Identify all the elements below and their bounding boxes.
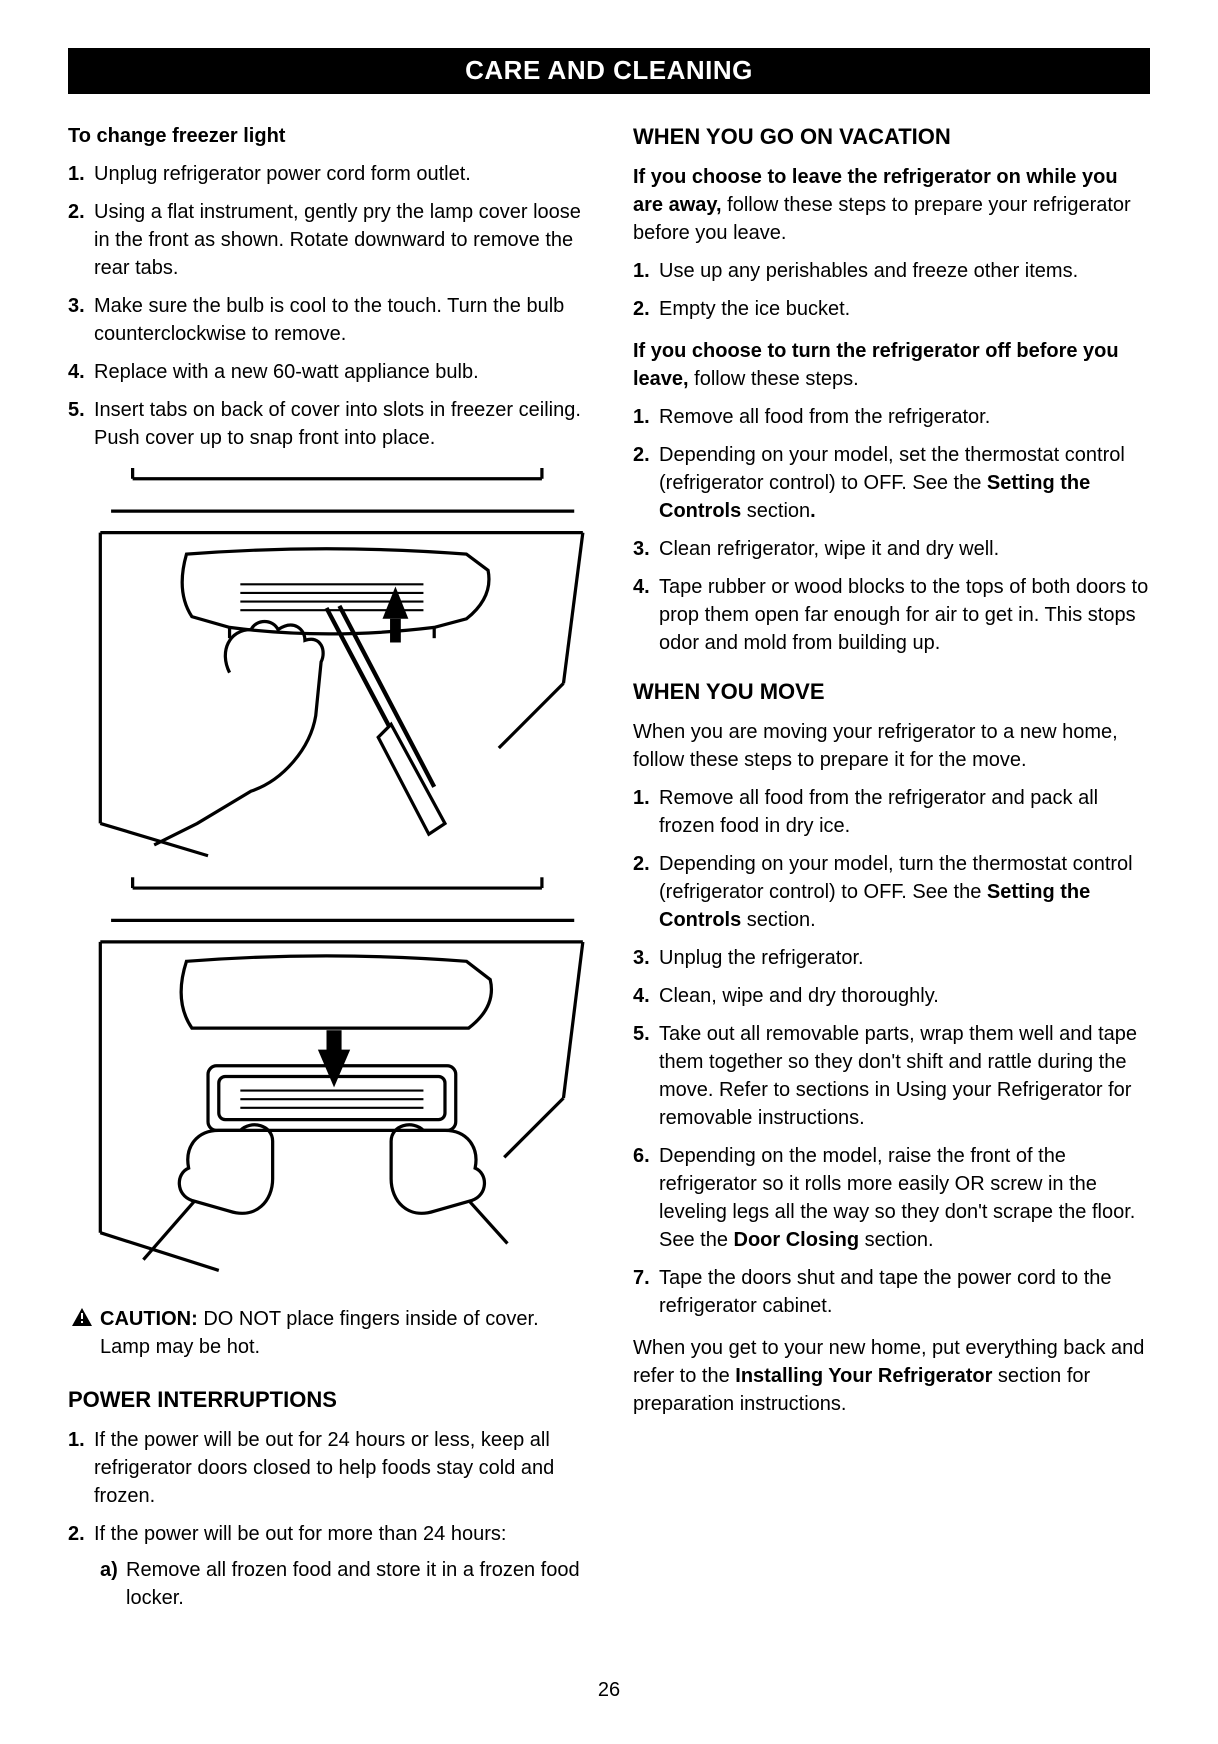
- ref-installing: Installing Your Refrigerator: [735, 1365, 992, 1387]
- list-item: Make sure the bulb is cool to the touch.…: [68, 292, 585, 348]
- left-column: To change freezer light Unplug refrigera…: [68, 122, 585, 1625]
- page-number: 26: [68, 1676, 1150, 1704]
- list-item: Replace with a new 60-watt appliance bul…: [68, 358, 585, 386]
- power-interruptions-heading: POWER INTERRUPTIONS: [68, 1385, 585, 1416]
- move-steps: Remove all food from the refrigerator an…: [633, 784, 1150, 1320]
- vacation-on-lead: If you choose to leave the refrigerator …: [633, 163, 1150, 247]
- list-item: Depending on the model, raise the front …: [633, 1142, 1150, 1254]
- vacation-off-steps: Remove all food from the refrigerator. D…: [633, 403, 1150, 657]
- text: section.: [859, 1229, 933, 1251]
- freezer-light-figure: [68, 468, 585, 1295]
- move-intro: When you are moving your refrigerator to…: [633, 718, 1150, 774]
- lamp-cover-diagram: [68, 468, 585, 1287]
- vacation-on-steps: Use up any perishables and freeze other …: [633, 257, 1150, 323]
- freezer-light-heading: To change freezer light: [68, 122, 585, 150]
- list-item: Insert tabs on back of cover into slots …: [68, 396, 585, 452]
- list-item: Tape the doors shut and tape the power c…: [633, 1264, 1150, 1320]
- vacation-heading: WHEN YOU GO ON VACATION: [633, 122, 1150, 153]
- freezer-light-steps: Unplug refrigerator power cord form outl…: [68, 160, 585, 452]
- list-item: If the power will be out for 24 hours or…: [68, 1426, 585, 1510]
- list-item: Using a flat instrument, gently pry the …: [68, 198, 585, 282]
- vacation-off-lead-rest: follow these steps.: [689, 368, 859, 390]
- ref-door-closing: Door Closing: [734, 1229, 860, 1251]
- list-item: Clean, wipe and dry thoroughly.: [633, 982, 1150, 1010]
- right-column: WHEN YOU GO ON VACATION If you choose to…: [633, 122, 1150, 1625]
- power-steps: If the power will be out for 24 hours or…: [68, 1426, 585, 1612]
- list-item: Depending on your model, turn the thermo…: [633, 850, 1150, 934]
- list-item: Empty the ice bucket.: [633, 295, 1150, 323]
- power-substeps: Remove all frozen food and store it in a…: [94, 1556, 585, 1612]
- text: section.: [741, 909, 815, 931]
- list-item: If the power will be out for more than 2…: [68, 1520, 585, 1612]
- list-item: Tape rubber or wood blocks to the tops o…: [633, 573, 1150, 657]
- list-item: Use up any perishables and freeze other …: [633, 257, 1150, 285]
- text: section: [741, 500, 810, 522]
- caution-block: CAUTION: DO NOT place fingers inside of …: [68, 1305, 585, 1361]
- warning-icon: [72, 1308, 92, 1326]
- vacation-off-lead: If you choose to turn the refrigerator o…: [633, 337, 1150, 393]
- move-heading: WHEN YOU MOVE: [633, 677, 1150, 708]
- list-item: Remove all frozen food and store it in a…: [100, 1556, 585, 1612]
- caution-text: CAUTION: DO NOT place fingers inside of …: [100, 1305, 585, 1361]
- two-column-layout: To change freezer light Unplug refrigera…: [68, 122, 1150, 1625]
- list-item: Take out all removable parts, wrap them …: [633, 1020, 1150, 1132]
- list-item: Clean refrigerator, wipe it and dry well…: [633, 535, 1150, 563]
- list-item: Remove all food from the refrigerator.: [633, 403, 1150, 431]
- move-outro: When you get to your new home, put every…: [633, 1334, 1150, 1418]
- list-item: Remove all food from the refrigerator an…: [633, 784, 1150, 840]
- list-item-text: If the power will be out for more than 2…: [94, 1523, 506, 1545]
- period: .: [810, 500, 816, 522]
- caution-label: CAUTION:: [100, 1308, 198, 1330]
- list-item: Unplug refrigerator power cord form outl…: [68, 160, 585, 188]
- list-item: Depending on your model, set the thermos…: [633, 441, 1150, 525]
- list-item: Unplug the refrigerator.: [633, 944, 1150, 972]
- section-banner: CARE AND CLEANING: [68, 48, 1150, 94]
